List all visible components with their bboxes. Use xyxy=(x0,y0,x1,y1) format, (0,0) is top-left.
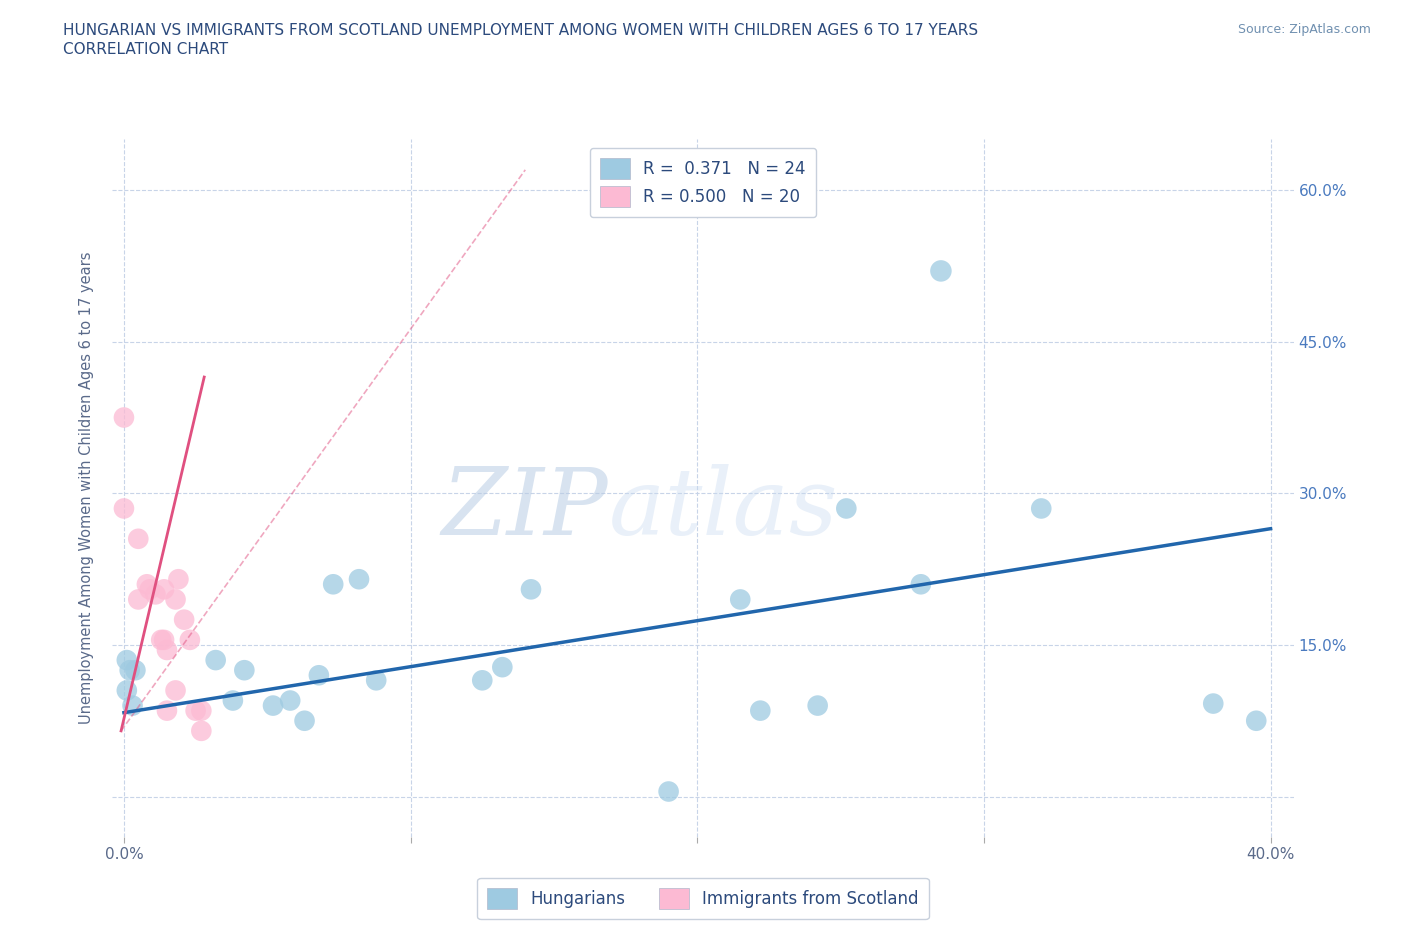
Point xyxy=(491,659,513,674)
Text: CORRELATION CHART: CORRELATION CHART xyxy=(63,42,228,57)
Point xyxy=(121,698,143,713)
Point xyxy=(115,653,138,668)
Point xyxy=(153,632,176,647)
Point xyxy=(184,703,207,718)
Point xyxy=(150,632,173,647)
Point xyxy=(278,693,301,708)
Point xyxy=(366,673,388,688)
Legend: Hungarians, Immigrants from Scotland: Hungarians, Immigrants from Scotland xyxy=(477,878,929,920)
Point xyxy=(165,592,187,607)
Point xyxy=(190,724,212,738)
Point xyxy=(112,410,135,425)
Point xyxy=(658,784,681,799)
Point xyxy=(190,703,212,718)
Point xyxy=(153,582,176,597)
Point xyxy=(910,577,932,591)
Point xyxy=(167,572,190,587)
Point xyxy=(262,698,284,713)
Text: HUNGARIAN VS IMMIGRANTS FROM SCOTLAND UNEMPLOYMENT AMONG WOMEN WITH CHILDREN AGE: HUNGARIAN VS IMMIGRANTS FROM SCOTLAND UN… xyxy=(63,23,979,38)
Point xyxy=(322,577,344,591)
Point xyxy=(807,698,830,713)
Point xyxy=(127,592,149,607)
Point xyxy=(118,663,141,678)
Point xyxy=(347,572,370,587)
Point xyxy=(179,632,201,647)
Point xyxy=(124,663,146,678)
Point xyxy=(1031,501,1053,516)
Text: ZIP: ZIP xyxy=(441,464,609,554)
Point xyxy=(1202,697,1225,711)
Point xyxy=(115,683,138,698)
Point xyxy=(204,653,226,668)
Text: Source: ZipAtlas.com: Source: ZipAtlas.com xyxy=(1237,23,1371,36)
Point xyxy=(749,703,772,718)
Point xyxy=(112,501,135,516)
Point xyxy=(730,592,752,607)
Point xyxy=(156,643,179,658)
Y-axis label: Unemployment Among Women with Children Ages 6 to 17 years: Unemployment Among Women with Children A… xyxy=(79,252,94,724)
Point xyxy=(520,582,543,597)
Point xyxy=(127,531,149,546)
Point xyxy=(165,683,187,698)
Point xyxy=(135,577,157,591)
Text: atlas: atlas xyxy=(609,464,838,554)
Point xyxy=(156,703,179,718)
Point xyxy=(233,663,256,678)
Point xyxy=(145,587,167,602)
Point xyxy=(471,673,494,688)
Point xyxy=(308,668,330,683)
Point xyxy=(929,263,952,278)
Point xyxy=(835,501,858,516)
Point xyxy=(173,612,195,627)
Point xyxy=(1244,713,1267,728)
Point xyxy=(294,713,316,728)
Point xyxy=(222,693,245,708)
Point xyxy=(139,582,162,597)
